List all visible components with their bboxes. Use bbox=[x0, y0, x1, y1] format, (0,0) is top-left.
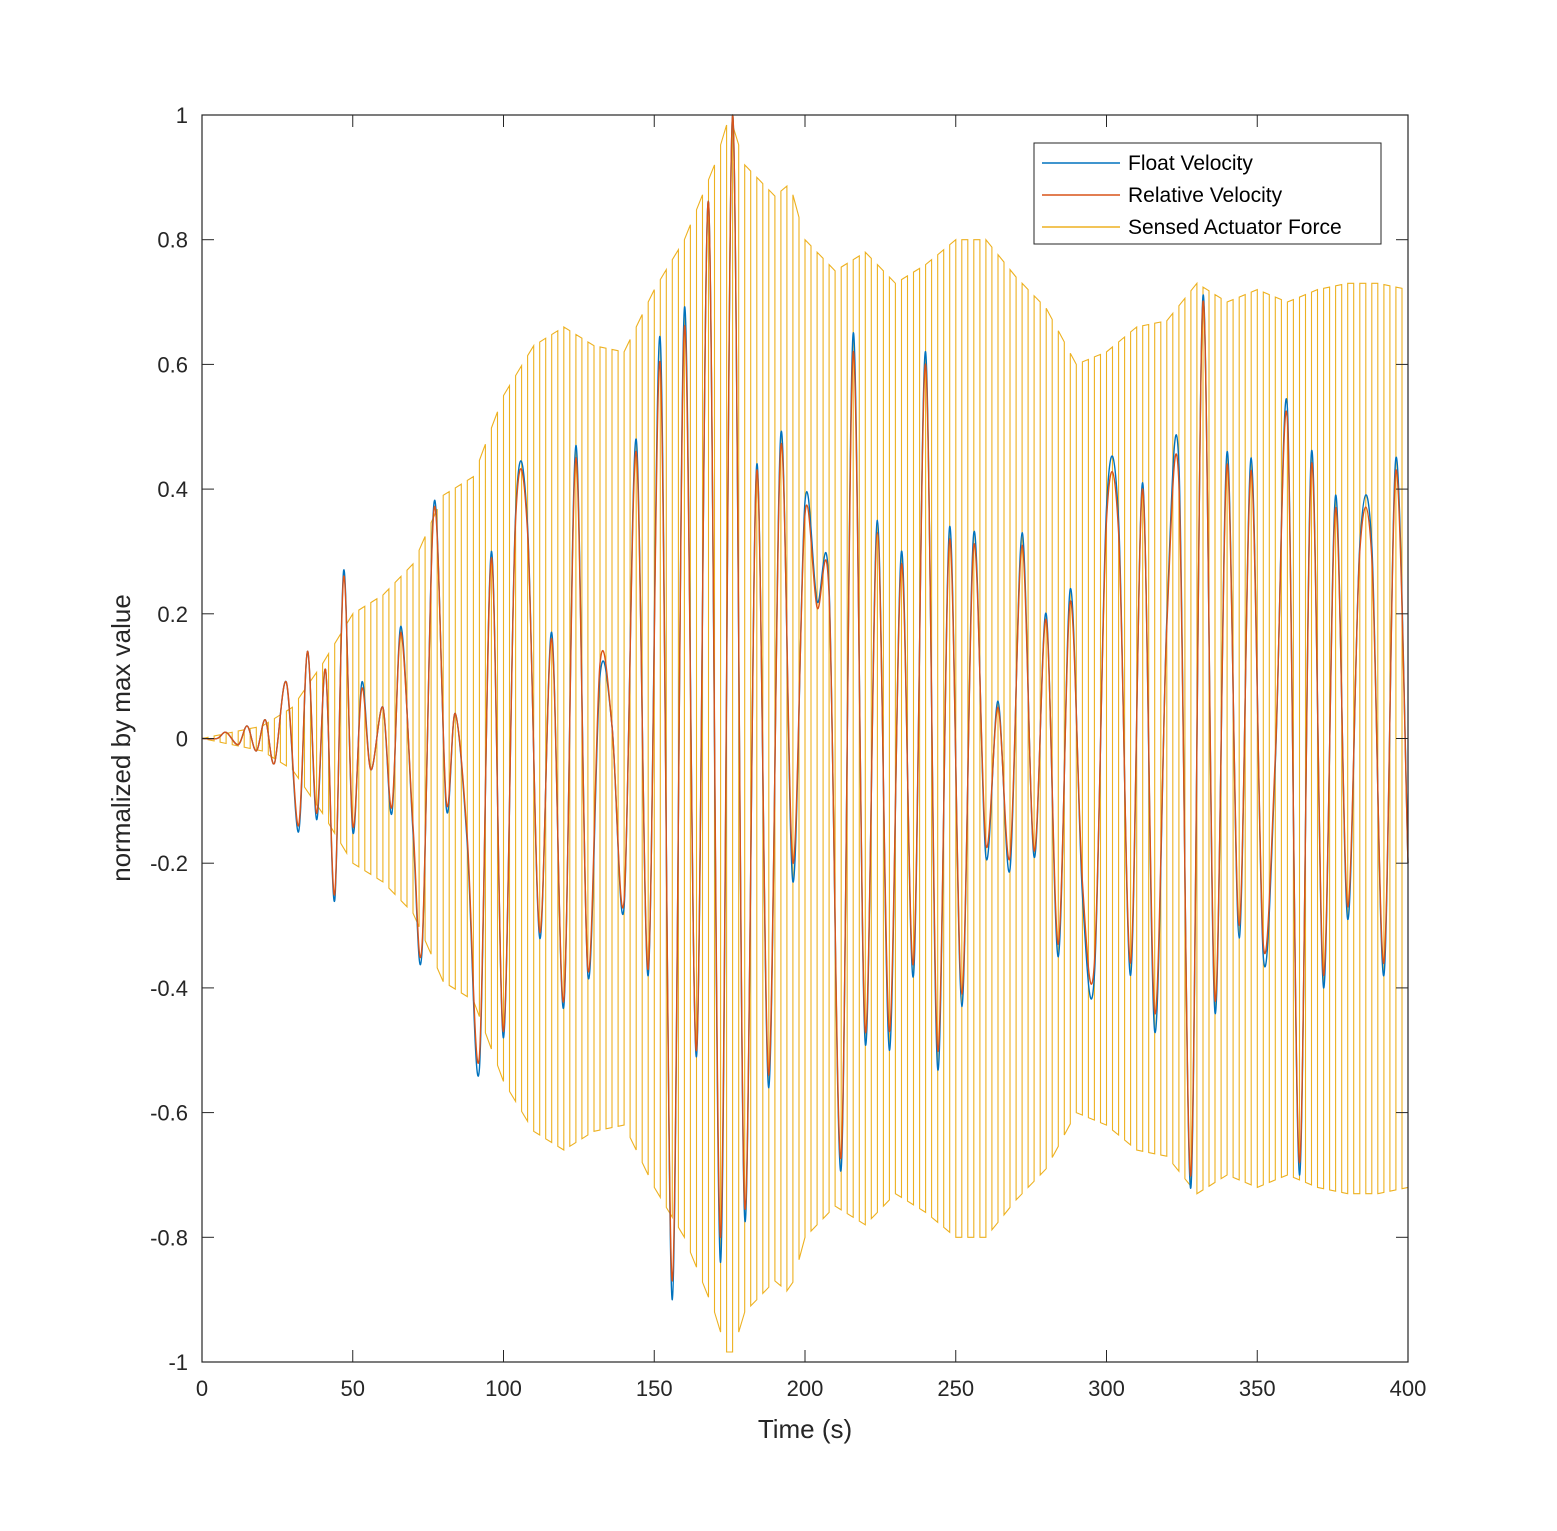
y-tick-label: -0.2 bbox=[150, 851, 188, 876]
x-tick-label: 150 bbox=[636, 1376, 673, 1401]
x-tick-label: 400 bbox=[1390, 1376, 1427, 1401]
y-tick-label: 0.2 bbox=[157, 602, 188, 627]
axis-ticks: 0 50 100 150 200 250 300 350 400 -1 -0.8 -0.6 -0.4 -0… bbox=[150, 103, 1426, 1401]
y-tick-label: 0 bbox=[176, 727, 188, 752]
legend-label-relative-velocity: Relative Velocity bbox=[1128, 184, 1283, 207]
x-tick-label: 300 bbox=[1088, 1376, 1125, 1401]
x-tick-label: 50 bbox=[341, 1376, 365, 1401]
y-tick-label: -0.8 bbox=[150, 1225, 188, 1250]
x-tick-label: 350 bbox=[1239, 1376, 1276, 1401]
y-tick-label: -0.6 bbox=[150, 1101, 188, 1126]
x-axis-label: Time (s) bbox=[758, 1414, 852, 1444]
y-tick-label: -1 bbox=[168, 1350, 188, 1375]
x-tick-label: 100 bbox=[485, 1376, 522, 1401]
legend-label-float-velocity: Float Velocity bbox=[1128, 152, 1253, 175]
y-tick-label: -0.4 bbox=[150, 976, 188, 1001]
y-tick-label: 0.6 bbox=[157, 352, 188, 377]
y-tick-label: 1 bbox=[176, 103, 188, 128]
series-sensed-actuator-force bbox=[201, 124, 1409, 1353]
x-tick-label: 250 bbox=[937, 1376, 974, 1401]
legend: Float Velocity Relative Velocity Sensed … bbox=[1033, 142, 1382, 245]
y-axis-label: normalized by max value bbox=[106, 594, 136, 882]
y-tick-label: 0.8 bbox=[157, 228, 188, 253]
y-tick-label: 0.4 bbox=[157, 477, 188, 502]
x-tick-label: 0 bbox=[196, 1376, 208, 1401]
plot-area bbox=[201, 114, 1409, 1353]
x-tick-label: 200 bbox=[787, 1376, 824, 1401]
legend-label-sensed-actuator-force: Sensed Actuator Force bbox=[1128, 216, 1342, 239]
series-relative-velocity bbox=[201, 114, 1409, 1282]
